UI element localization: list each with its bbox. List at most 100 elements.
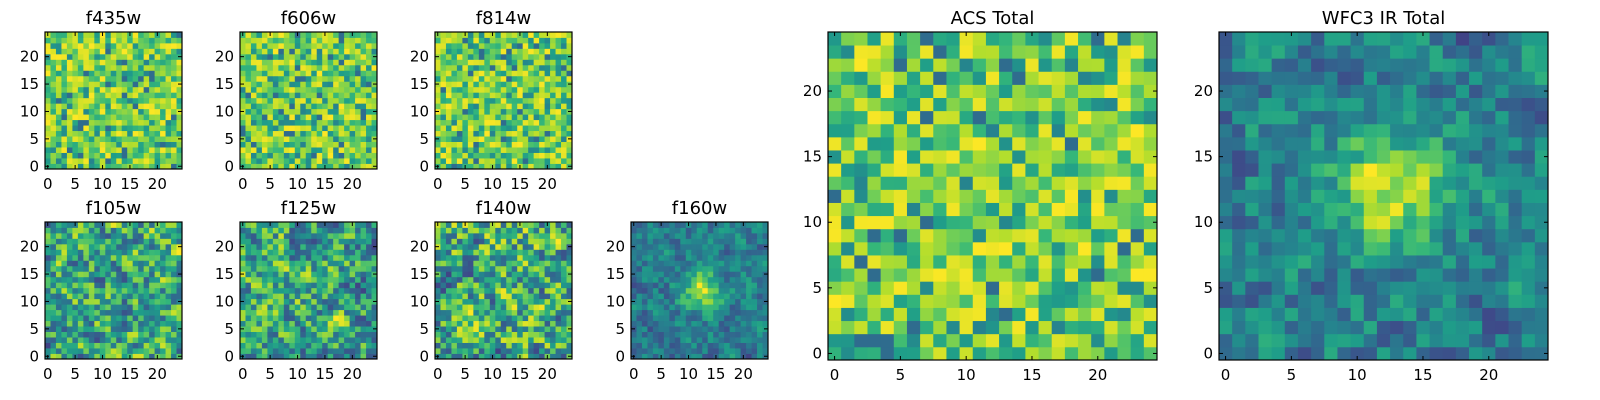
heatmap-cell: [484, 260, 491, 267]
heatmap-cell: [316, 320, 323, 327]
heatmap-cell: [250, 75, 257, 82]
heatmap-cell: [165, 158, 172, 164]
heatmap-cell: [272, 315, 279, 322]
heatmap-cell: [83, 243, 90, 250]
heatmap-cell: [539, 152, 545, 159]
heatmap-cell: [116, 125, 123, 132]
heatmap-cell: [289, 70, 296, 77]
heatmap-cell: [561, 348, 567, 354]
heatmap-cell: [473, 158, 480, 164]
panel-title: f105w: [86, 198, 141, 219]
heatmap-cell: [121, 48, 128, 55]
heatmap-cell: [149, 163, 155, 170]
heatmap-cell: [50, 282, 57, 289]
heatmap-cell: [478, 282, 485, 289]
heatmap-cell: [289, 48, 296, 55]
heatmap-cell: [702, 232, 709, 239]
heatmap-cell: [316, 136, 323, 142]
heatmap-cell: [751, 238, 758, 245]
heatmap-cell: [245, 37, 252, 44]
heatmap-cell: [267, 53, 274, 60]
heatmap-cell: [544, 309, 551, 316]
heatmap-cell: [154, 298, 161, 305]
heatmap-cell: [511, 75, 518, 82]
heatmap-cell: [316, 81, 323, 88]
heatmap-cell: [707, 265, 714, 272]
heatmap-cell: [360, 59, 367, 66]
heatmap-cell: [517, 75, 524, 82]
heatmap-cell: [1130, 228, 1145, 243]
heatmap-cell: [261, 75, 268, 82]
heatmap-cell: [171, 298, 177, 305]
heatmap-cell: [138, 75, 145, 82]
heatmap-cell: [435, 304, 441, 311]
heatmap-cell: [327, 152, 334, 159]
heatmap-cell: [83, 227, 90, 234]
heatmap-cell: [138, 37, 145, 44]
heatmap-cell: [283, 59, 290, 66]
heatmap-cell: [1078, 163, 1092, 177]
heatmap-cell: [171, 97, 177, 104]
heatmap-cell: [680, 353, 687, 360]
heatmap-cell: [550, 97, 556, 104]
heatmap-cell: [50, 320, 57, 327]
heatmap-cell: [841, 202, 855, 217]
heatmap-cell: [250, 86, 257, 93]
heatmap-cell: [61, 260, 68, 267]
heatmap-cell: [88, 70, 95, 77]
heatmap-cell: [522, 353, 529, 360]
heatmap-cell: [245, 309, 252, 316]
heatmap-cell: [467, 249, 474, 256]
heatmap-cell: [920, 163, 934, 177]
heatmap-cell: [322, 348, 329, 354]
heatmap-cell: [641, 298, 648, 305]
heatmap-cell: [127, 158, 134, 164]
heatmap-cell: [451, 265, 458, 272]
heatmap-cell: [522, 108, 529, 115]
heatmap-cell: [762, 337, 769, 343]
heatmap-cell: [278, 276, 285, 283]
heatmap-cell: [138, 293, 145, 300]
heatmap-cell: [495, 271, 502, 278]
heatmap-cell: [500, 238, 507, 245]
heatmap-cell: [1051, 307, 1066, 322]
heatmap-cell: [322, 232, 329, 239]
heatmap-cell: [132, 320, 139, 327]
heatmap-cell: [999, 281, 1013, 295]
heatmap-cell: [371, 37, 378, 44]
heatmap-cell: [294, 86, 301, 93]
heatmap-cell: [445, 70, 452, 77]
heatmap-cell: [451, 147, 458, 153]
heatmap-cell: [445, 97, 452, 104]
heatmap-cell: [517, 320, 524, 327]
heatmap-cell: [300, 53, 307, 60]
heatmap-cell: [250, 48, 257, 55]
heatmap-cell: [127, 136, 134, 142]
heatmap-cell: [355, 48, 361, 55]
heatmap-cell: [121, 114, 128, 121]
heatmap-cell: [946, 228, 960, 243]
heatmap-cell: [289, 298, 296, 305]
heatmap-cell: [105, 32, 112, 38]
heatmap-cell: [105, 152, 112, 159]
heatmap-cell: [245, 276, 252, 283]
heatmap-cell: [349, 326, 356, 332]
heatmap-cell: [338, 158, 345, 164]
heatmap-cell: [636, 293, 643, 300]
heatmap-cell: [555, 59, 562, 66]
heatmap-cell: [456, 70, 463, 77]
heatmap-cell: [473, 75, 480, 82]
heatmap-cell: [245, 293, 252, 300]
heatmap-cell: [149, 141, 155, 148]
heatmap-cell: [261, 249, 268, 256]
heatmap-cell: [261, 304, 268, 311]
heatmap-cell: [327, 119, 334, 126]
heatmap-cell: [344, 81, 350, 88]
heatmap-cell: [261, 276, 268, 283]
heatmap-cell: [171, 315, 177, 322]
heatmap-cell: [61, 53, 68, 60]
heatmap-cell: [489, 326, 496, 332]
heatmap-cell: [1130, 307, 1145, 322]
heatmap-cell: [366, 64, 372, 71]
heatmap-cell: [110, 114, 117, 121]
